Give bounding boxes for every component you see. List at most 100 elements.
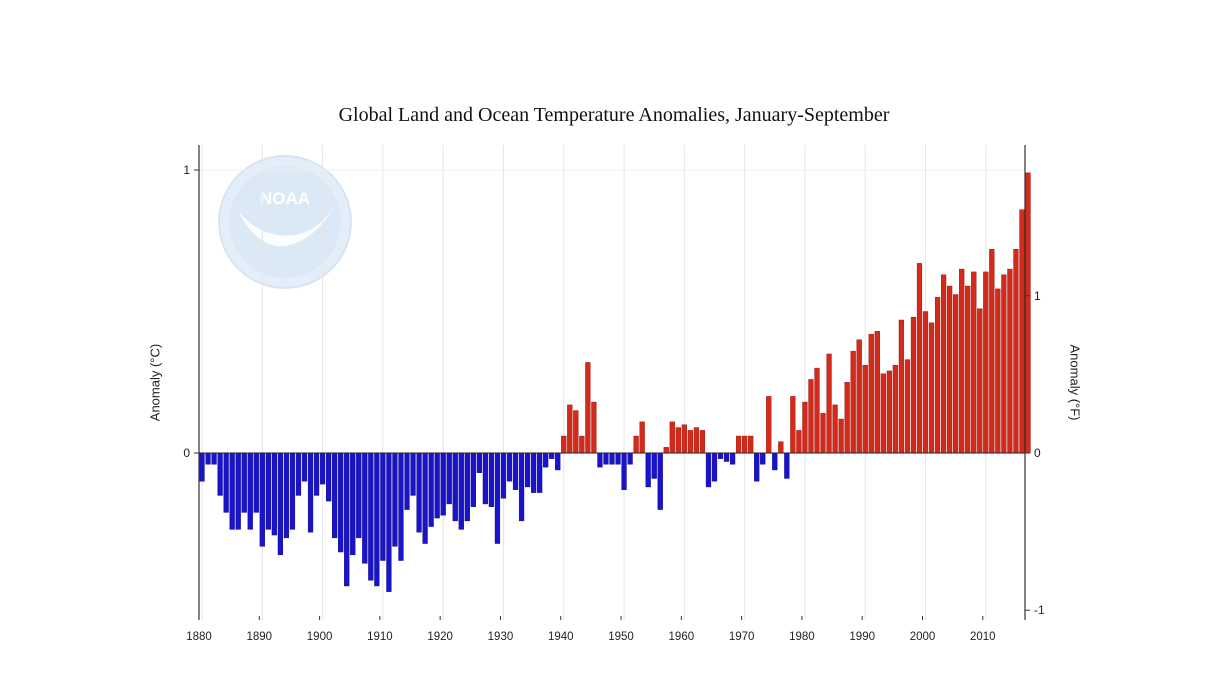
bar-1915: [410, 452, 416, 496]
bar-1896: [295, 452, 302, 496]
bar-1975: [772, 452, 778, 471]
bar-1884: [223, 452, 229, 513]
bar-2016: [1019, 209, 1025, 454]
bar-1929: [494, 452, 501, 544]
bar-1917: [422, 452, 428, 544]
bar-1934: [524, 452, 531, 488]
bar-1922: [452, 452, 458, 522]
bar-1883: [217, 452, 223, 496]
bar-1918: [428, 452, 434, 527]
bar-1946: [597, 452, 603, 468]
bar-1960: [681, 424, 687, 454]
y-tick-label-left: 0: [183, 446, 190, 460]
bar-1886: [235, 452, 241, 530]
y-tick-label-left: 1: [183, 163, 190, 177]
x-tick-label: 2010: [970, 631, 996, 643]
bar-1947: [603, 452, 609, 465]
x-tick-label: 1920: [427, 631, 453, 643]
bar-1988: [850, 350, 856, 454]
bar-2010: [983, 271, 989, 454]
bar-1904: [344, 452, 350, 587]
bar-1978: [790, 396, 796, 454]
bar-1881: [205, 452, 211, 465]
bar-1925: [470, 452, 476, 507]
bar-1885: [229, 452, 235, 530]
x-tick-label: 1900: [307, 631, 333, 643]
bar-1891: [265, 452, 271, 530]
bar-1971: [748, 435, 754, 454]
axes: 0 1 -1 0 1 1880 1890 1900 1910 1920 1930 1940 1950 19…: [183, 145, 1045, 643]
bar-1936: [537, 452, 543, 493]
x-tick-label: 1950: [608, 631, 634, 643]
bar-2001: [928, 322, 935, 454]
bar-2005: [953, 294, 959, 454]
bar-1919: [434, 452, 440, 519]
bar-1959: [675, 427, 681, 454]
bar-1912: [392, 452, 398, 547]
bar-1903: [338, 452, 344, 553]
bar-1968: [729, 452, 736, 465]
bar-1953: [639, 421, 645, 454]
bar-2014: [1007, 268, 1013, 454]
bar-2003: [940, 274, 947, 454]
x-tick-label: 1930: [488, 631, 514, 643]
bar-1941: [567, 404, 573, 454]
x-tick-label: 1970: [729, 631, 755, 643]
bar-1954: [645, 452, 651, 488]
bar-1980: [802, 401, 808, 454]
bar-1913: [398, 452, 404, 561]
x-tick-label: 1990: [849, 631, 875, 643]
y-tick-label-right: 1: [1034, 289, 1041, 303]
bar-1899: [313, 452, 320, 496]
x-tick-label: 1910: [367, 631, 393, 643]
bar-1985: [832, 404, 838, 454]
bar-1996: [898, 319, 905, 454]
bar-1890: [259, 452, 265, 547]
bar-1992: [874, 331, 880, 454]
bar-1973: [760, 452, 766, 465]
bar-1948: [609, 452, 615, 465]
bar-1933: [518, 452, 525, 522]
bar-1966: [717, 452, 724, 459]
bar-1998: [910, 316, 917, 454]
bar-1991: [868, 333, 874, 454]
bar-1928: [488, 452, 495, 507]
bar-1932: [512, 452, 519, 490]
bar-1977: [784, 452, 790, 479]
bar-1969: [736, 435, 742, 454]
bar-1951: [627, 452, 633, 465]
bar-1892: [271, 452, 277, 536]
bar-1990: [862, 365, 868, 454]
bar-1895: [289, 452, 296, 530]
bar-2007: [965, 285, 971, 454]
bar-1942: [573, 410, 579, 454]
bar-1979: [796, 430, 802, 454]
bar-1986: [838, 418, 844, 454]
bar-1964: [705, 452, 712, 488]
bar-1938: [549, 452, 555, 459]
bar-1984: [826, 353, 832, 454]
bar-1961: [687, 430, 693, 454]
bar-1926: [476, 452, 482, 474]
bar-2013: [1001, 274, 1007, 454]
bar-1902: [332, 452, 338, 539]
bar-1882: [211, 452, 217, 465]
bar-1982: [814, 367, 820, 454]
bar-1916: [416, 452, 422, 533]
bar-1955: [651, 452, 657, 479]
bar-1995: [892, 365, 898, 454]
bar-1908: [368, 452, 374, 581]
bar-1937: [543, 452, 549, 468]
bar-1970: [742, 435, 748, 454]
bar-1924: [464, 452, 470, 522]
bar-1923: [458, 452, 464, 530]
bar-1910: [380, 452, 386, 561]
bar-1898: [307, 452, 314, 533]
bar-1949: [615, 452, 621, 465]
bar-1901: [326, 452, 332, 502]
bar-1906: [356, 452, 362, 539]
bar-1956: [657, 452, 663, 510]
bar-1963: [699, 430, 706, 454]
bar-2002: [934, 297, 941, 454]
